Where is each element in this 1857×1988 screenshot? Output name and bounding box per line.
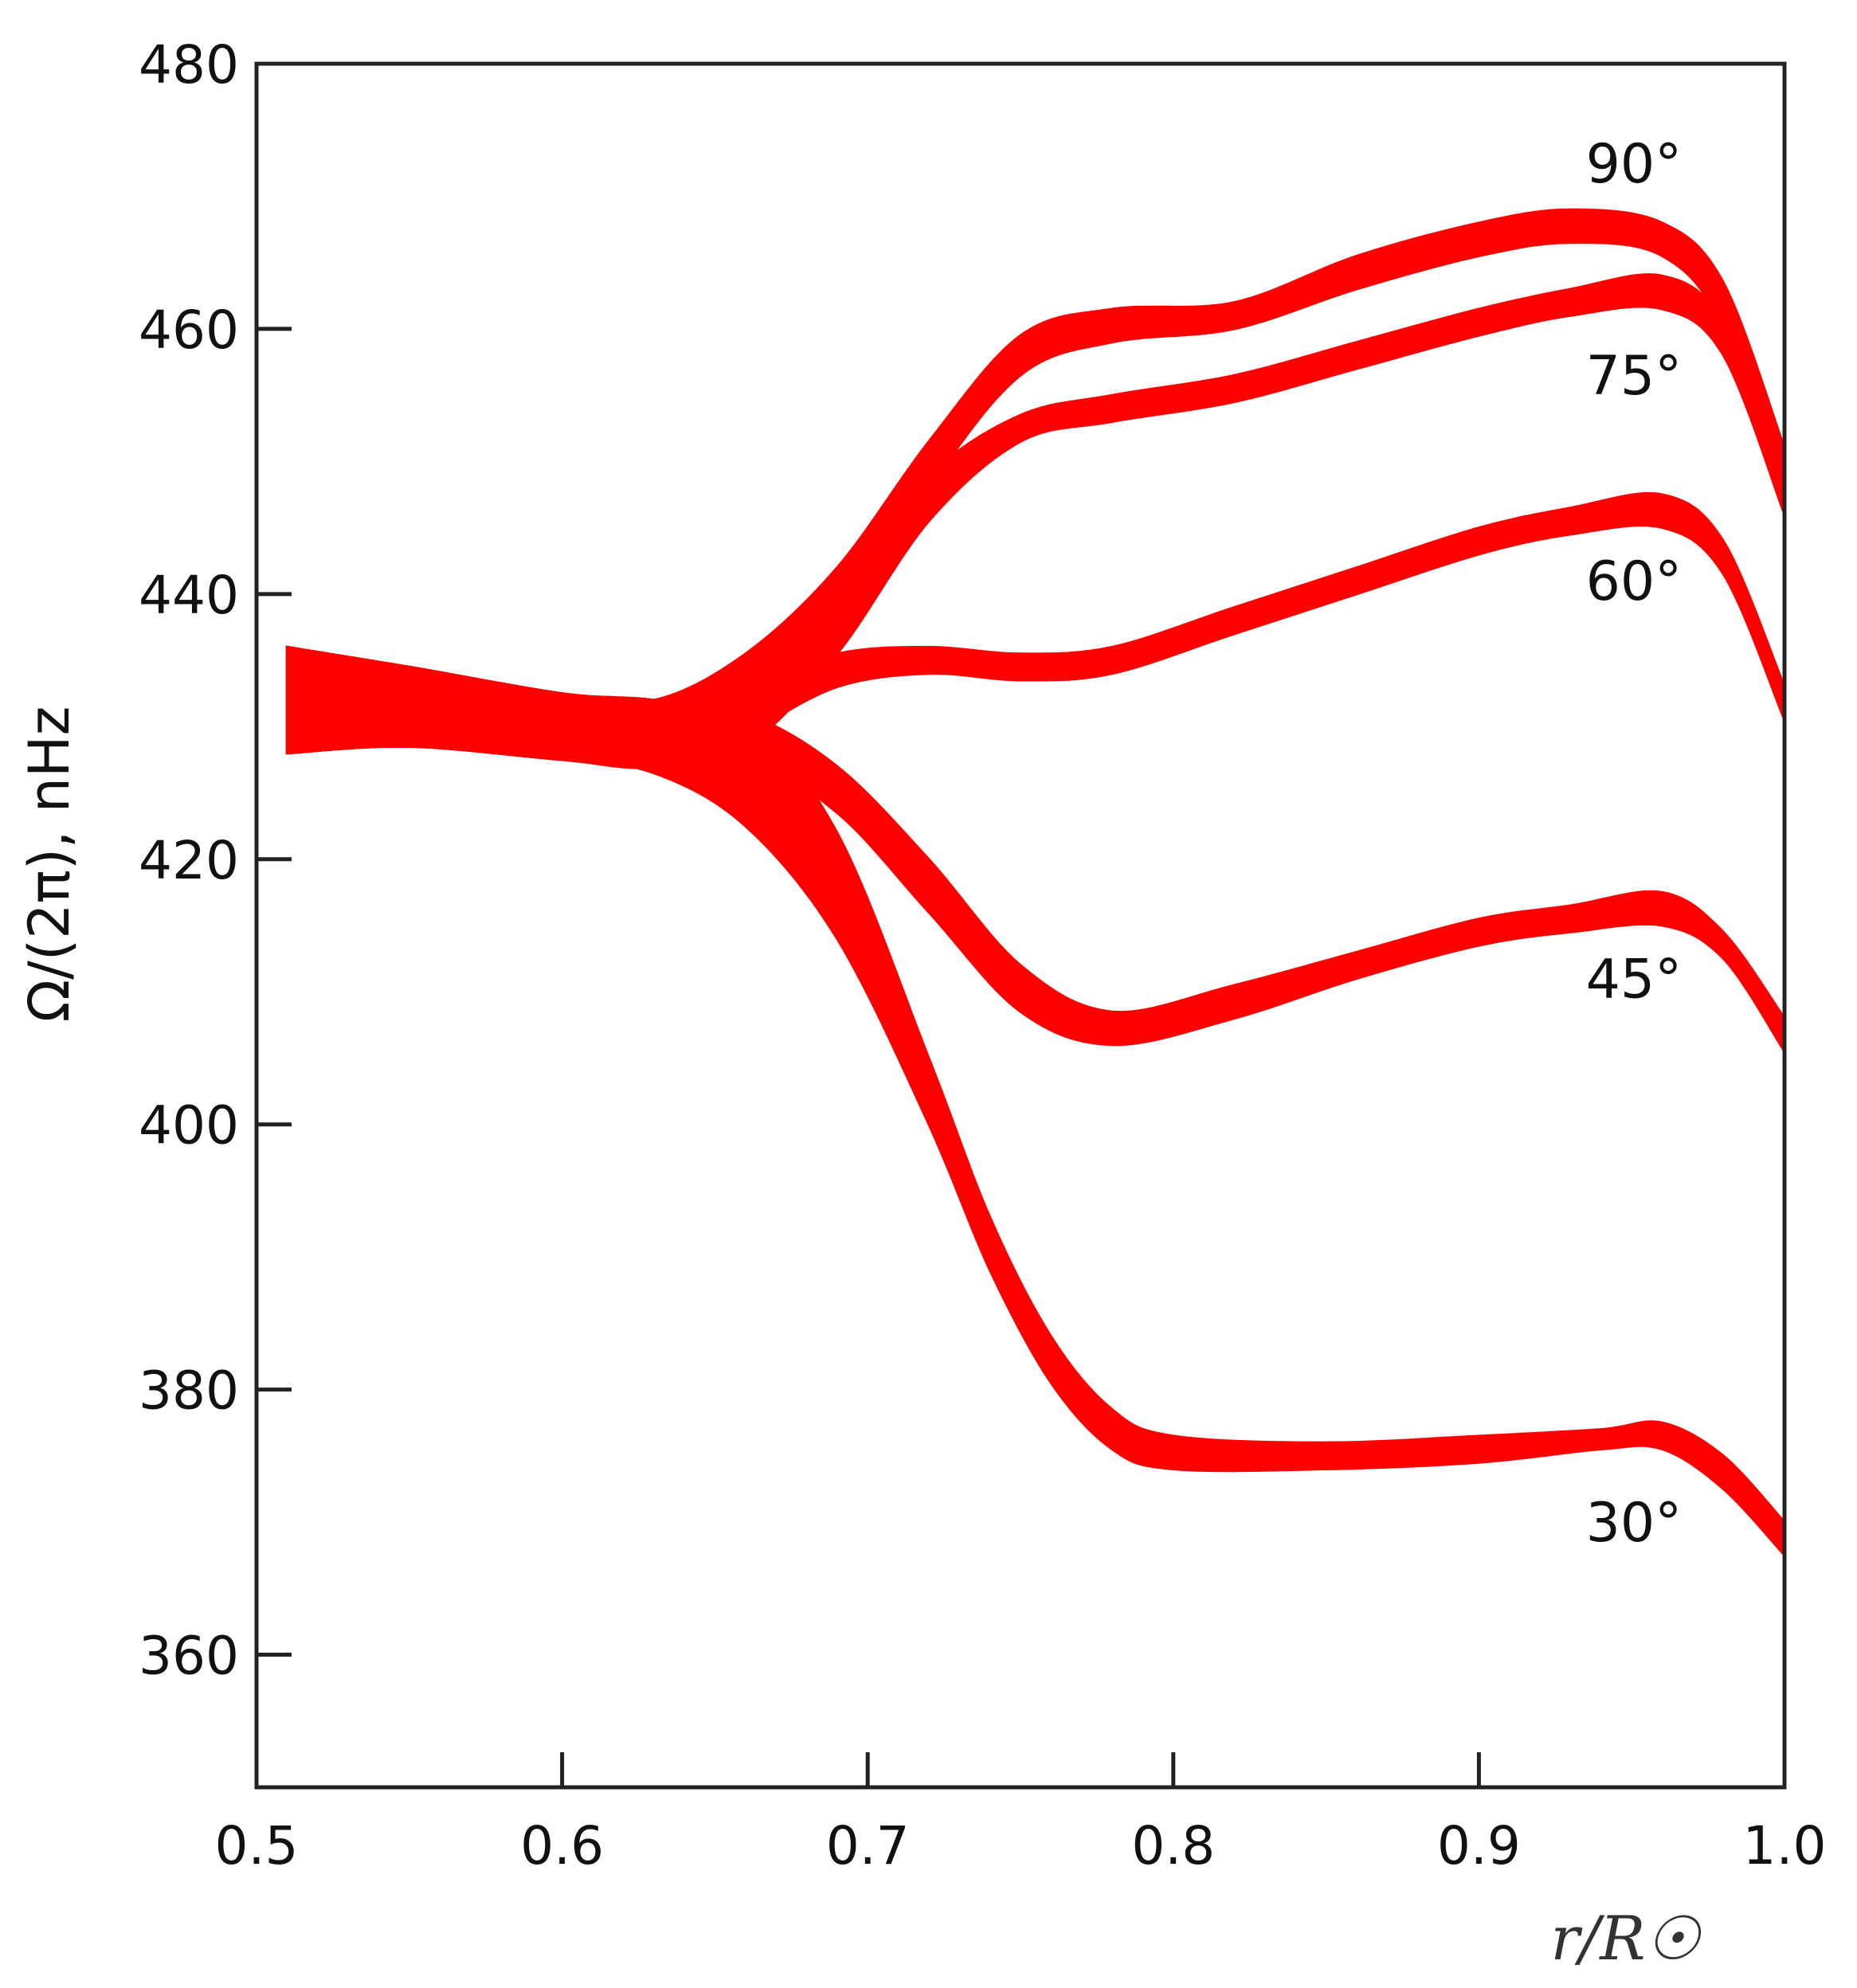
series-bands xyxy=(285,208,1786,1559)
label-60deg: 60° xyxy=(1586,550,1683,613)
x-axis-title: r/R☉ xyxy=(1550,1903,1702,1974)
y-tick-label: 460 xyxy=(139,299,239,361)
label-90deg: 90° xyxy=(1586,133,1683,196)
x-tick-label: 0.8 xyxy=(1131,1815,1215,1876)
x-tick-label: 0.7 xyxy=(826,1815,910,1876)
y-tick-label: 440 xyxy=(139,565,239,626)
label-75deg: 75° xyxy=(1586,345,1683,408)
x-tick-label: 0.9 xyxy=(1437,1815,1521,1876)
y-tick-label: 380 xyxy=(139,1360,239,1422)
x-tick-label: 0.5 xyxy=(215,1815,299,1876)
band-30deg xyxy=(285,645,1786,1559)
y-tick-label: 360 xyxy=(139,1626,239,1687)
series-labels: 90° 75° 60° 45° 30° xyxy=(1586,133,1683,1555)
label-30deg: 30° xyxy=(1586,1492,1683,1555)
x-tick-label: 1.0 xyxy=(1743,1815,1827,1876)
y-tick-label: 420 xyxy=(139,830,239,891)
y-tick-label: 480 xyxy=(139,34,239,96)
x-tick-label: 0.6 xyxy=(520,1815,604,1876)
axis-ticks: 0.5 0.6 0.7 0.8 0.9 1.0 360 380 400 420 440 460 480 xyxy=(139,34,1826,1876)
label-45deg: 45° xyxy=(1586,949,1683,1012)
y-tick-label: 400 xyxy=(139,1095,239,1156)
plot-frame xyxy=(254,61,1787,1790)
y-axis-title: Ω/(2π), nHz xyxy=(17,706,82,1023)
